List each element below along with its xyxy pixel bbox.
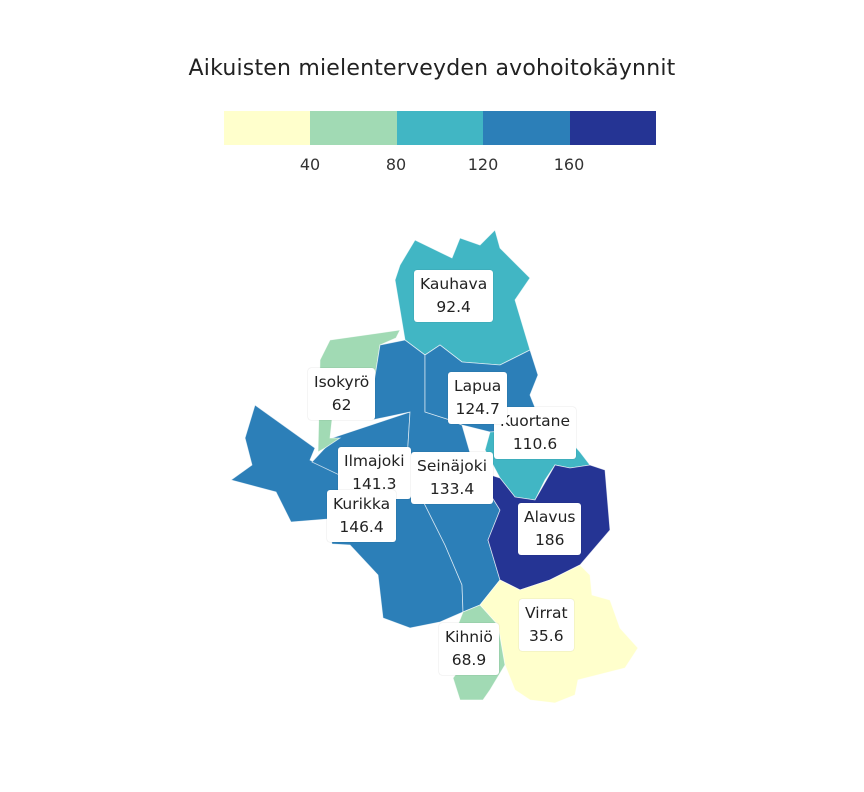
- label-value: 68.9: [451, 651, 487, 669]
- legend-swatch: [483, 111, 570, 145]
- label-kihnio: Kihniö 68.9: [439, 623, 499, 675]
- label-alavus: Alavus 186: [518, 503, 582, 555]
- label-seinajoki: Seinäjoki 133.4: [411, 452, 494, 504]
- label-name: Kurikka: [333, 495, 391, 513]
- legend-swatch: [569, 111, 657, 145]
- label-name: Ilmajoki: [344, 452, 405, 470]
- label-value: 110.6: [512, 435, 558, 453]
- legend-tick: 120: [467, 155, 499, 174]
- label-kuortane: Kuortane 110.6: [494, 407, 577, 459]
- label-value: 62: [331, 396, 352, 414]
- label-name: Virrat: [525, 604, 568, 622]
- label-value: 146.4: [339, 518, 384, 536]
- label-value: 35.6: [529, 627, 564, 645]
- label-name: Kuortane: [500, 412, 571, 430]
- label-lapua: Lapua 124.7: [448, 372, 508, 424]
- legend-swatch: [396, 111, 484, 145]
- label-name: Alavus: [524, 508, 576, 526]
- label-value: 141.3: [352, 475, 397, 493]
- label-kauhava: Kauhava 92.4: [414, 270, 494, 322]
- label-name: Kauhava: [420, 275, 488, 293]
- label-name: Isokyrö: [314, 373, 370, 391]
- label-isokyro: Isokyrö 62: [308, 368, 376, 420]
- legend-tick: 80: [385, 155, 407, 174]
- label-name: Kihniö: [445, 628, 493, 646]
- label-kurikka: Kurikka 146.4: [327, 490, 397, 542]
- label-name: Lapua: [454, 377, 502, 395]
- label-virrat: Virrat 35.6: [519, 599, 574, 651]
- label-value: 133.4: [429, 480, 475, 498]
- label-value: 92.4: [436, 298, 471, 316]
- label-value: 186: [534, 531, 565, 549]
- label-name: Seinäjoki: [417, 457, 488, 475]
- map-title: Aikuisten mielenterveyden avohoitokäynni…: [188, 56, 676, 81]
- legend-tick: 40: [299, 155, 321, 174]
- legend-swatch: [224, 111, 311, 145]
- legend-tick: 160: [553, 155, 585, 174]
- legend-swatch: [310, 111, 397, 145]
- label-value: 124.7: [455, 400, 500, 418]
- color-legend: [224, 111, 657, 145]
